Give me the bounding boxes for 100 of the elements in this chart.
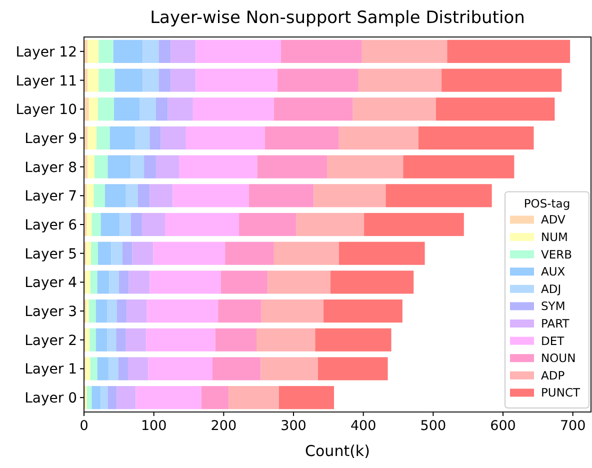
bar xyxy=(116,328,126,352)
bar xyxy=(120,212,131,236)
bar xyxy=(338,242,425,265)
bar xyxy=(110,126,135,150)
bar xyxy=(172,184,249,208)
bar xyxy=(418,126,534,150)
y-tick-label: Layer 8 xyxy=(24,160,77,176)
bar xyxy=(165,212,240,236)
bar xyxy=(114,68,143,92)
bar xyxy=(274,98,353,121)
bar xyxy=(136,386,202,410)
bar xyxy=(386,184,492,208)
legend-label: DET xyxy=(541,334,566,348)
bar xyxy=(111,242,122,265)
legend-label: NUM xyxy=(541,230,568,244)
bar xyxy=(84,98,89,121)
bar xyxy=(201,386,229,410)
y-tick-label: Layer 3 xyxy=(24,304,77,320)
bar xyxy=(261,300,324,323)
x-tick-label: 600 xyxy=(490,418,516,434)
bar xyxy=(277,68,358,92)
bar xyxy=(86,386,92,410)
bar xyxy=(116,386,136,410)
bar xyxy=(146,328,216,352)
bar xyxy=(107,300,117,323)
bar xyxy=(178,155,258,178)
bar xyxy=(146,300,218,323)
bar xyxy=(104,184,126,208)
bar xyxy=(315,328,392,352)
bar xyxy=(87,68,99,92)
y-tick-label: Layer 1 xyxy=(24,362,77,378)
bar xyxy=(128,357,148,380)
bar xyxy=(108,155,131,178)
legend-label: PUNCT xyxy=(541,386,581,400)
bar xyxy=(225,242,274,265)
bar xyxy=(126,184,138,208)
x-tick-label: 700 xyxy=(560,418,586,434)
bar xyxy=(327,155,404,178)
bar xyxy=(88,98,98,121)
y-tick-label: Layer 10 xyxy=(16,102,77,118)
x-tick-label: 300 xyxy=(280,418,306,434)
bar xyxy=(126,328,146,352)
bar xyxy=(130,212,142,236)
bar xyxy=(150,270,221,294)
bar xyxy=(170,40,196,63)
bar xyxy=(140,98,156,121)
bar xyxy=(130,155,144,178)
bar xyxy=(87,126,97,150)
bar xyxy=(215,328,256,352)
legend-label: NOUN xyxy=(541,351,576,366)
bar xyxy=(87,155,94,178)
bar xyxy=(153,242,226,265)
bar xyxy=(134,126,150,150)
bar xyxy=(442,68,562,92)
legend-label: AUX xyxy=(541,264,566,279)
bar xyxy=(220,270,268,294)
bar xyxy=(148,357,212,380)
bar xyxy=(248,184,314,208)
bar xyxy=(158,68,171,92)
legend-label: ADV xyxy=(541,212,566,227)
bar xyxy=(122,242,132,265)
bar xyxy=(268,270,331,294)
bar xyxy=(98,40,114,63)
y-tick-label: Layer 4 xyxy=(24,275,78,292)
bar xyxy=(364,212,464,236)
bar xyxy=(88,300,96,323)
bar xyxy=(170,68,196,92)
bar xyxy=(196,68,278,92)
bar xyxy=(156,155,179,178)
bar xyxy=(142,212,166,236)
bar xyxy=(186,126,265,150)
bar xyxy=(85,357,90,380)
bar xyxy=(92,212,101,236)
bar xyxy=(358,68,442,92)
bar xyxy=(98,98,114,121)
bar xyxy=(118,357,128,380)
bar xyxy=(108,357,118,380)
bar xyxy=(228,386,279,410)
bar xyxy=(114,98,140,121)
bar xyxy=(90,242,98,265)
bar xyxy=(239,212,296,236)
bar xyxy=(138,184,150,208)
bar xyxy=(90,328,96,352)
bar xyxy=(158,40,171,63)
bar xyxy=(257,155,328,178)
bar xyxy=(142,40,159,63)
bar xyxy=(96,328,108,352)
y-tick-label: Layer 11 xyxy=(16,73,77,90)
bar xyxy=(144,155,156,178)
bar xyxy=(264,126,339,150)
bar xyxy=(196,40,281,63)
bar xyxy=(280,40,362,63)
legend-title: POS-tag xyxy=(524,196,570,211)
bar xyxy=(192,98,274,121)
bar xyxy=(85,328,90,352)
bar xyxy=(156,98,168,121)
bar xyxy=(142,68,159,92)
x-tick-label: 500 xyxy=(420,418,446,434)
bar xyxy=(116,300,127,323)
bar xyxy=(118,270,129,294)
